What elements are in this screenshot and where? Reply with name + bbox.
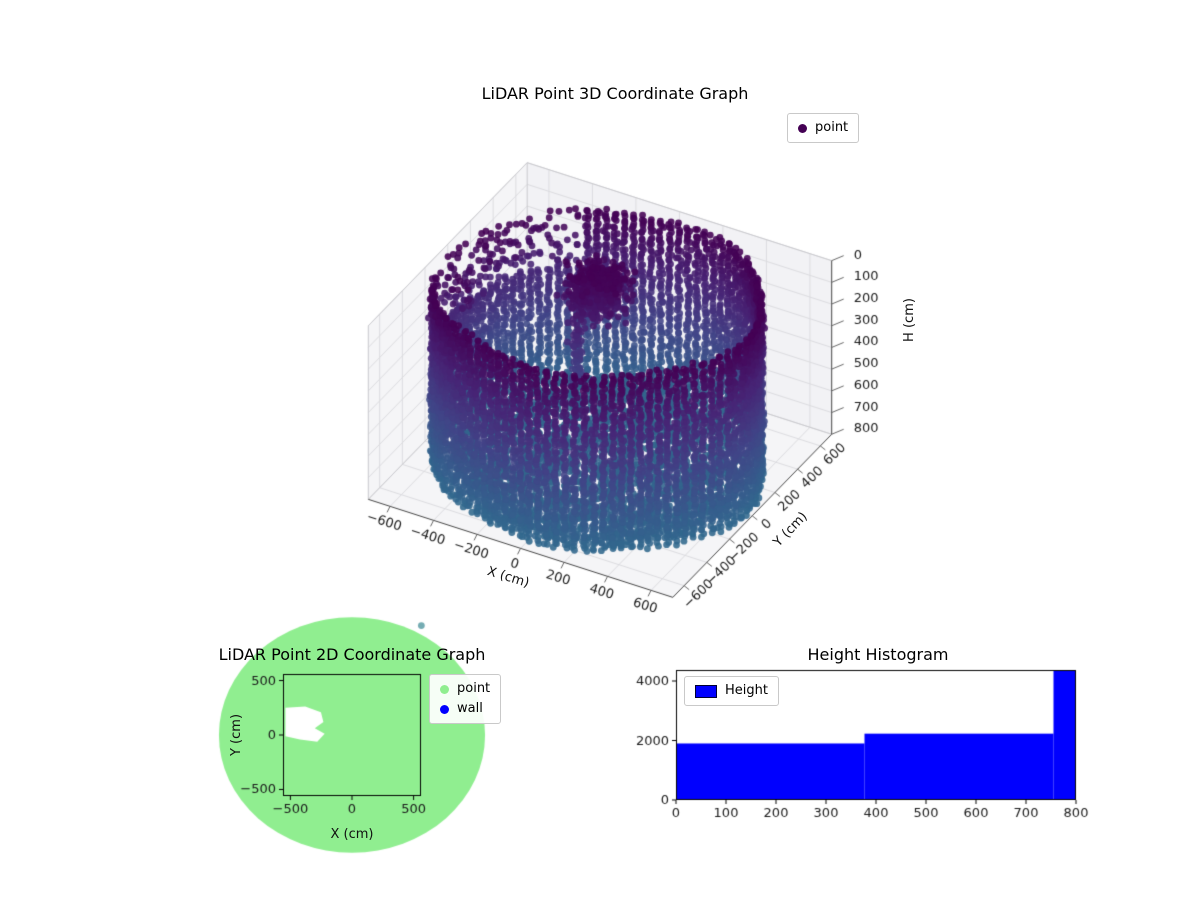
point-marker-icon [798,123,807,133]
plot3d-zlabel: H (cm) [902,298,917,342]
plot2d-xlabel: X (cm) [330,827,374,842]
plot3d-title: LiDAR Point 3D Coordinate Graph [481,84,749,103]
point-marker-icon [440,684,449,694]
plot2d-ylabel: Y (cm) [229,713,244,757]
wall-marker-icon [440,704,449,714]
legend-label-height: Height [725,683,768,698]
legend-label-point-3d: point [815,120,849,135]
legend-3d: point [787,113,860,143]
height-marker-icon [695,684,717,698]
legend-item-point-2d: point [440,679,490,699]
legend-item-point-3d: point [798,118,848,138]
histogram-title: Height Histogram [807,645,949,664]
plot2d-title: LiDAR Point 2D Coordinate Graph [218,645,486,664]
legend-item-height: Height [695,681,768,701]
legend-label-point-2d: point [457,681,491,696]
legend-item-wall-2d: wall [440,699,490,719]
legend-2d: point wall [429,674,502,724]
legend-label-wall-2d: wall [457,701,483,716]
legend-histogram: Height [684,676,779,706]
